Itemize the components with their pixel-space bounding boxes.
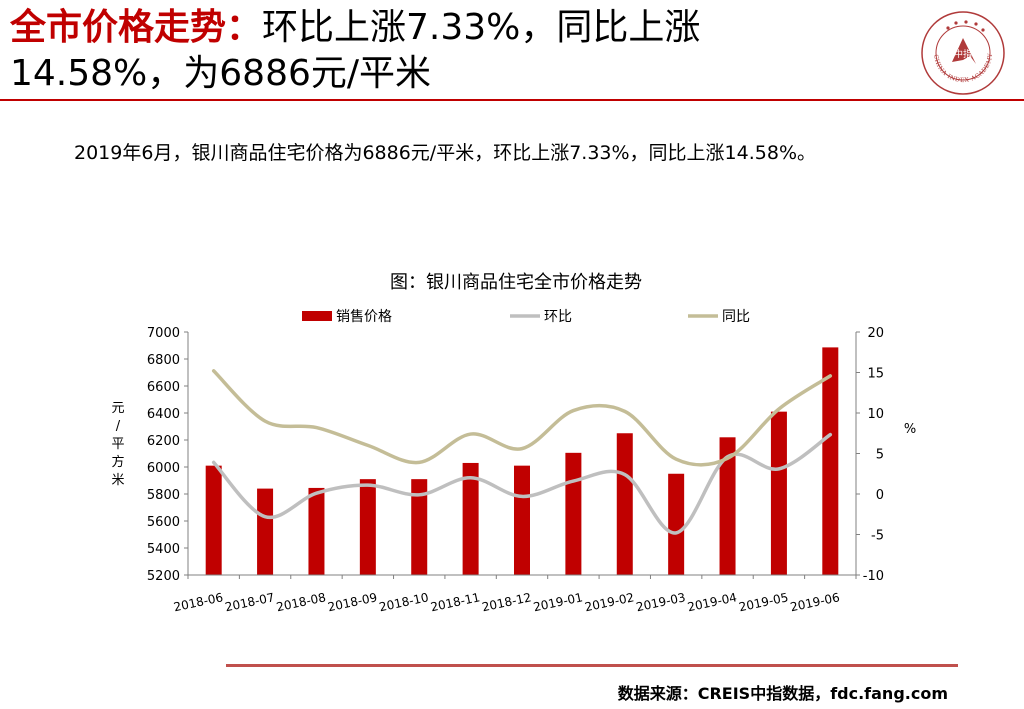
x-axis-tick-label: 2018-11: [429, 590, 481, 614]
left-axis-label: 元/平方米: [111, 401, 124, 488]
summary-text: 2019年6月，银川商品住宅价格为6886元/平米，环比上涨7.33%，同比上涨…: [74, 142, 817, 164]
price-bars: [205, 347, 839, 575]
x-axis-tick-label: 2019-04: [686, 590, 738, 614]
right-axis-tick-label: 10: [867, 407, 884, 422]
price-bar: [462, 462, 479, 575]
left-axis-tick-label: 6400: [147, 407, 180, 422]
data-source: 数据来源：CREIS中指数据，fdc.fang.com: [617, 684, 948, 703]
legend-label: 环比: [544, 309, 572, 325]
legend-label: 销售价格: [336, 309, 392, 325]
legend-swatch: [302, 311, 332, 321]
left-axis-tick-label: 6600: [147, 380, 180, 395]
price-bar: [668, 473, 685, 575]
right-axis-tick-label: 0: [876, 488, 884, 503]
right-axis-tick-label: 5: [876, 448, 884, 463]
header-divider: [0, 99, 1024, 101]
price-bar: [308, 487, 325, 575]
x-axis-tick-label: 2018-06: [172, 590, 224, 614]
price-bar: [616, 433, 633, 575]
x-axis-tick-label: 2018-12: [481, 590, 533, 614]
price-bar: [719, 437, 736, 575]
x-axis-tick-label: 2018-08: [275, 590, 327, 614]
right-axis-tick-label: 20: [867, 326, 884, 341]
price-bar: [205, 465, 222, 575]
x-axis-tick-label: 2019-01: [532, 590, 584, 614]
price-bar: [822, 347, 839, 575]
price-bar: [770, 411, 787, 575]
left-axis-tick-label: 5800: [147, 488, 180, 503]
page-header: 全市价格走势：环比上涨7.33%，同比上涨 14.58%，为6886元/平米 C…: [0, 0, 1024, 104]
price-bar: [411, 479, 428, 575]
price-bar: [514, 465, 530, 575]
x-axis-tick-label: 2018-07: [224, 590, 276, 614]
left-axis-tick-label: 6000: [147, 461, 180, 476]
left-axis: 5200 5400 5600 5800 6000 6200 6400 6600 6800 7000…: [111, 326, 189, 584]
price-bar: [257, 488, 274, 575]
page-title-emphasis: 全市价格走势：: [10, 7, 263, 48]
right-axis: -10 -5 0 5 10 15 20%: [855, 326, 916, 584]
chart-title: 图：银川商品住宅全市价格走势: [390, 272, 642, 293]
footer-divider: [226, 664, 958, 667]
logo-center-text: 中指: [954, 48, 972, 60]
right-axis-tick-label: -10: [863, 569, 884, 584]
price-trend-chart: 图：银川商品住宅全市价格走势 销售价格 环比 同比 5200540056005800…: [111, 272, 916, 614]
left-axis-tick-label: 5600: [147, 515, 180, 530]
legend-label: 同比: [722, 309, 750, 325]
right-axis-tick-label: -5: [871, 529, 884, 544]
x-axis-tick-label: 2019-03: [635, 590, 687, 614]
price-bar: [359, 479, 376, 575]
x-axis-tick-label: 2018-09: [327, 590, 379, 614]
series-line-yoy: [211, 369, 833, 467]
right-axis-label: %: [904, 422, 916, 437]
page-title-rest: 环比上涨7.33%，同比上涨: [262, 7, 701, 48]
left-axis-tick-label: 6800: [147, 353, 180, 368]
left-axis-tick-label: 5200: [147, 569, 180, 584]
page-title-line-1: 全市价格走势：环比上涨7.33%，同比上涨: [10, 6, 700, 50]
x-axis-tick-label: 2019-05: [738, 590, 790, 614]
x-axis-tick-label: 2019-06: [789, 590, 841, 614]
x-axis: 2018-06 2018-07 2018-08 2018-09 2018-10 2018-…: [172, 574, 857, 614]
ratio-lines: [211, 369, 833, 535]
page-title-line-2: 14.58%，为6886元/平米: [10, 53, 432, 94]
x-axis-tick-label: 2019-02: [583, 590, 635, 614]
china-index-academy-logo: CHINA INDEX ACADEMY 中指: [921, 11, 1005, 95]
left-axis-tick-label: 5400: [147, 542, 180, 557]
left-axis-tick-label: 7000: [147, 326, 180, 341]
x-axis-tick-label: 2018-10: [378, 590, 430, 614]
left-axis-tick-label: 6200: [147, 434, 180, 449]
chart-legend: 销售价格 环比 同比: [302, 309, 750, 325]
price-bar: [565, 452, 582, 575]
right-axis-tick-label: 15: [867, 367, 884, 382]
